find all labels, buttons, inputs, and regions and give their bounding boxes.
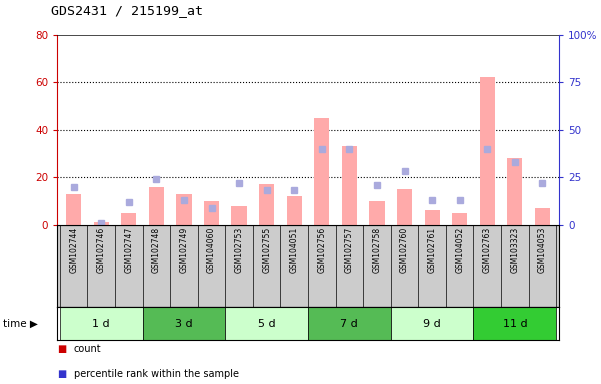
Text: GSM102763: GSM102763 xyxy=(483,227,492,273)
Bar xyxy=(370,201,385,225)
Text: GSM102758: GSM102758 xyxy=(373,227,382,273)
Bar xyxy=(259,184,274,225)
Bar xyxy=(391,307,474,340)
Bar xyxy=(535,208,550,225)
Bar xyxy=(308,307,391,340)
Bar xyxy=(66,194,81,225)
Text: percentile rank within the sample: percentile rank within the sample xyxy=(74,369,239,379)
Text: ■: ■ xyxy=(57,369,66,379)
Bar xyxy=(424,210,440,225)
Text: GSM102748: GSM102748 xyxy=(152,227,161,273)
Text: GSM102747: GSM102747 xyxy=(124,227,133,273)
Bar xyxy=(397,189,412,225)
Text: GSM102756: GSM102756 xyxy=(317,227,326,273)
Text: GSM104060: GSM104060 xyxy=(207,227,216,273)
Text: GSM102746: GSM102746 xyxy=(97,227,106,273)
Text: 1 d: 1 d xyxy=(93,318,110,329)
Text: 7 d: 7 d xyxy=(341,318,358,329)
Bar xyxy=(142,307,225,340)
Text: 5 d: 5 d xyxy=(258,318,275,329)
Bar xyxy=(60,307,142,340)
Text: GSM102761: GSM102761 xyxy=(427,227,436,273)
Bar xyxy=(480,77,495,225)
Bar xyxy=(314,118,329,225)
Bar xyxy=(176,194,192,225)
Text: GSM102744: GSM102744 xyxy=(69,227,78,273)
Text: GSM102757: GSM102757 xyxy=(345,227,354,273)
Bar xyxy=(231,206,246,225)
Bar xyxy=(94,222,109,225)
Text: GSM102749: GSM102749 xyxy=(180,227,189,273)
Bar xyxy=(225,307,308,340)
Text: GSM104052: GSM104052 xyxy=(455,227,464,273)
Text: 3 d: 3 d xyxy=(175,318,193,329)
Bar xyxy=(342,146,357,225)
Text: GSM104053: GSM104053 xyxy=(538,227,547,273)
Text: GSM102753: GSM102753 xyxy=(234,227,243,273)
Text: time ▶: time ▶ xyxy=(3,318,38,329)
Text: GSM103323: GSM103323 xyxy=(510,227,519,273)
Text: ■: ■ xyxy=(57,344,66,354)
Text: GSM102755: GSM102755 xyxy=(262,227,271,273)
Bar xyxy=(149,187,164,225)
Text: GDS2431 / 215199_at: GDS2431 / 215199_at xyxy=(51,4,203,17)
Text: count: count xyxy=(74,344,102,354)
Text: 11 d: 11 d xyxy=(502,318,527,329)
Bar xyxy=(287,196,302,225)
Text: GSM104051: GSM104051 xyxy=(290,227,299,273)
Bar xyxy=(204,201,219,225)
Bar xyxy=(507,158,522,225)
Bar xyxy=(452,213,467,225)
Text: GSM102760: GSM102760 xyxy=(400,227,409,273)
Bar xyxy=(121,213,136,225)
Bar xyxy=(474,307,556,340)
Text: 9 d: 9 d xyxy=(423,318,441,329)
